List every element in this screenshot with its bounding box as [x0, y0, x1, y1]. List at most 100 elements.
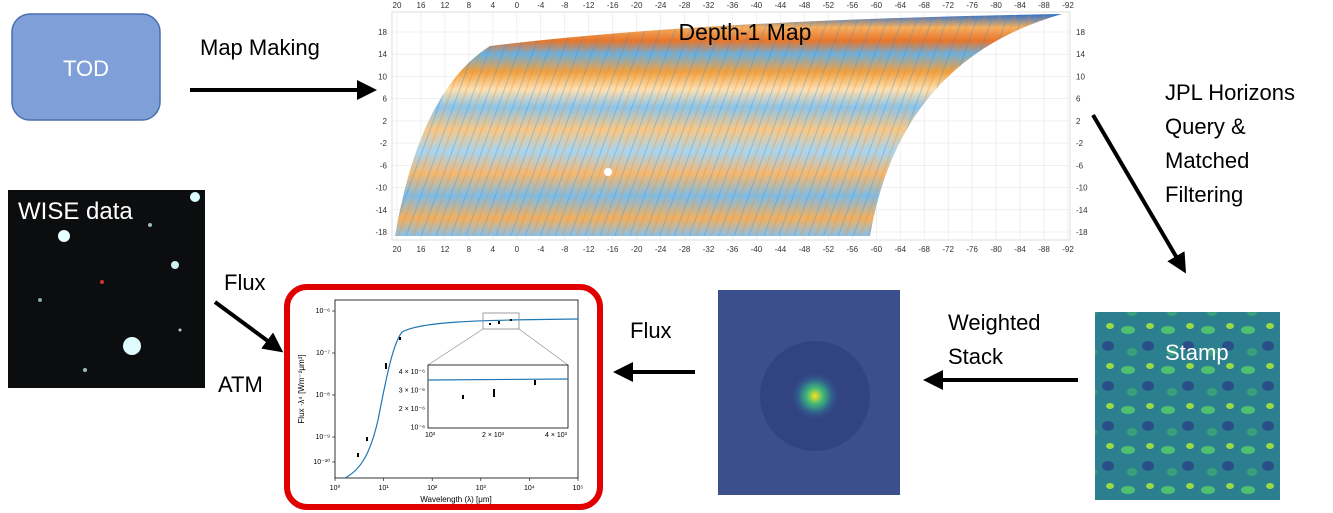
map-y-tick: -2 — [380, 139, 388, 148]
map-x-tick: -68 — [918, 245, 930, 254]
stamp-image — [1095, 312, 1280, 500]
map-x-tick: 0 — [515, 245, 520, 254]
x-tick-label: 10¹ — [379, 485, 390, 492]
x-tick-label: 10⁵ — [573, 485, 584, 492]
map-y-tick: -10 — [375, 184, 387, 193]
map-x-tick: 12 — [440, 1, 449, 10]
map-y-tick: 6 — [1076, 95, 1081, 104]
map-y-tick: 2 — [383, 117, 388, 126]
map-x-tick: 16 — [417, 245, 426, 254]
map-y-tick: 18 — [1076, 28, 1085, 37]
wise-label: WISE data — [18, 198, 133, 225]
map-x-tick: -60 — [871, 245, 883, 254]
jpl-label: Matched — [1165, 148, 1249, 173]
sed-curve — [344, 318, 579, 479]
zoom-line — [427, 328, 484, 366]
map-y-tick: -14 — [1076, 206, 1088, 215]
arrow — [213, 300, 284, 353]
map-x-tick: -24 — [655, 1, 667, 10]
map-x-tick: 4 — [491, 245, 496, 254]
map-x-tick: -92 — [1062, 245, 1074, 254]
inset-x-tick-label: 4 × 10³ — [545, 432, 568, 439]
inset-x-tick-label: 2 × 10³ — [482, 432, 505, 439]
inset-axes — [427, 364, 569, 429]
map-x-tick: -76 — [966, 1, 978, 10]
map-x-tick: -80 — [990, 245, 1002, 254]
flux-label: Flux — [630, 318, 672, 343]
map-y-tick: -6 — [1076, 161, 1084, 170]
map-x-tick: 0 — [515, 1, 520, 10]
map-x-tick: -4 — [537, 1, 545, 10]
map-x-tick: -28 — [679, 1, 691, 10]
sed-axes — [334, 299, 579, 479]
map-x-tick: -20 — [631, 245, 643, 254]
map-x-tick: 20 — [393, 1, 402, 10]
map-y-tick: -18 — [1076, 228, 1088, 237]
map-x-tick: 12 — [440, 245, 449, 254]
sed-points — [357, 319, 512, 457]
map-y-tick: -14 — [375, 206, 387, 215]
inset-y-tick-label: 3 × 10⁻⁶ — [399, 388, 425, 395]
map-x-tick: -48 — [799, 1, 811, 10]
map-x-tick: 20 — [393, 245, 402, 254]
jpl-label: JPL Horizons — [1165, 80, 1295, 105]
map-y-tick: 10 — [378, 72, 387, 81]
atm-label: ATM — [218, 372, 263, 397]
map-x-tick: -64 — [894, 245, 906, 254]
inset-points — [462, 380, 536, 399]
map-y-tick: 18 — [378, 28, 387, 37]
map-x-tick: -84 — [1014, 1, 1026, 10]
map-x-tick: -52 — [823, 1, 835, 10]
map-x-tick: -32 — [703, 245, 715, 254]
inset-curve — [427, 378, 569, 381]
map-y-tick: -18 — [375, 228, 387, 237]
inset-y-tick-label: 2 × 10⁻⁶ — [399, 406, 425, 413]
map-x-tick: -24 — [655, 245, 667, 254]
weighted-label: Weighted — [948, 310, 1041, 335]
x-tick-label: 10⁴ — [524, 485, 535, 492]
map-x-tick: -40 — [751, 245, 763, 254]
x-tick-label: 10³ — [476, 485, 487, 492]
map-x-tick: -8 — [561, 245, 569, 254]
map-x-tick: -12 — [583, 1, 595, 10]
sed-xlabel: Wavelength (λ) [μm] — [420, 495, 491, 504]
map-x-tick: -52 — [823, 245, 835, 254]
sed-plot: Wavelength (λ) [μm] Flux ·λ⁴ [Wm⁻²μm³] 1… — [297, 299, 584, 504]
map-x-tick: -92 — [1062, 1, 1074, 10]
map-y-tick: 14 — [378, 50, 387, 59]
map-x-tick: -68 — [918, 1, 930, 10]
tod-box — [11, 13, 161, 121]
tod-label: TOD — [63, 56, 109, 81]
map-making-label: Map Making — [200, 35, 320, 60]
map-dot — [604, 168, 612, 176]
y-tick-label: 10⁻¹⁰ — [313, 458, 330, 466]
x-tick-label: 10² — [427, 485, 438, 492]
arrow — [1091, 113, 1187, 274]
map-x-tick: -20 — [631, 1, 643, 10]
map-x-tick: -12 — [583, 245, 595, 254]
map-x-tick: -44 — [775, 245, 787, 254]
map-x-tick: -44 — [775, 1, 787, 10]
zoom-line — [518, 328, 569, 366]
y-tick-label: 10⁻⁷ — [316, 350, 330, 357]
map-x-tick: -84 — [1014, 245, 1026, 254]
map-x-tick: -60 — [871, 1, 883, 10]
map-x-tick: 8 — [467, 1, 472, 10]
map-y-tick: 6 — [383, 95, 388, 104]
map-streaks — [395, 14, 1062, 236]
weighted-label: Stack — [948, 344, 1004, 369]
map-x-tick: 8 — [467, 245, 472, 254]
x-tick-label: 10⁰ — [330, 484, 341, 492]
map-x-tick: -72 — [942, 1, 954, 10]
map-x-tick: -16 — [607, 1, 619, 10]
map-x-tick: 16 — [417, 1, 426, 10]
map-x-tick: -80 — [990, 1, 1002, 10]
map-x-tick: -32 — [703, 1, 715, 10]
map-x-tick: 4 — [491, 1, 496, 10]
jpl-label: Filtering — [1165, 182, 1243, 207]
jpl-label: Query & — [1165, 114, 1246, 139]
map-x-tick: -56 — [847, 1, 859, 10]
map-x-tick: -56 — [847, 245, 859, 254]
y-tick-label: 10⁻⁶ — [316, 308, 330, 315]
